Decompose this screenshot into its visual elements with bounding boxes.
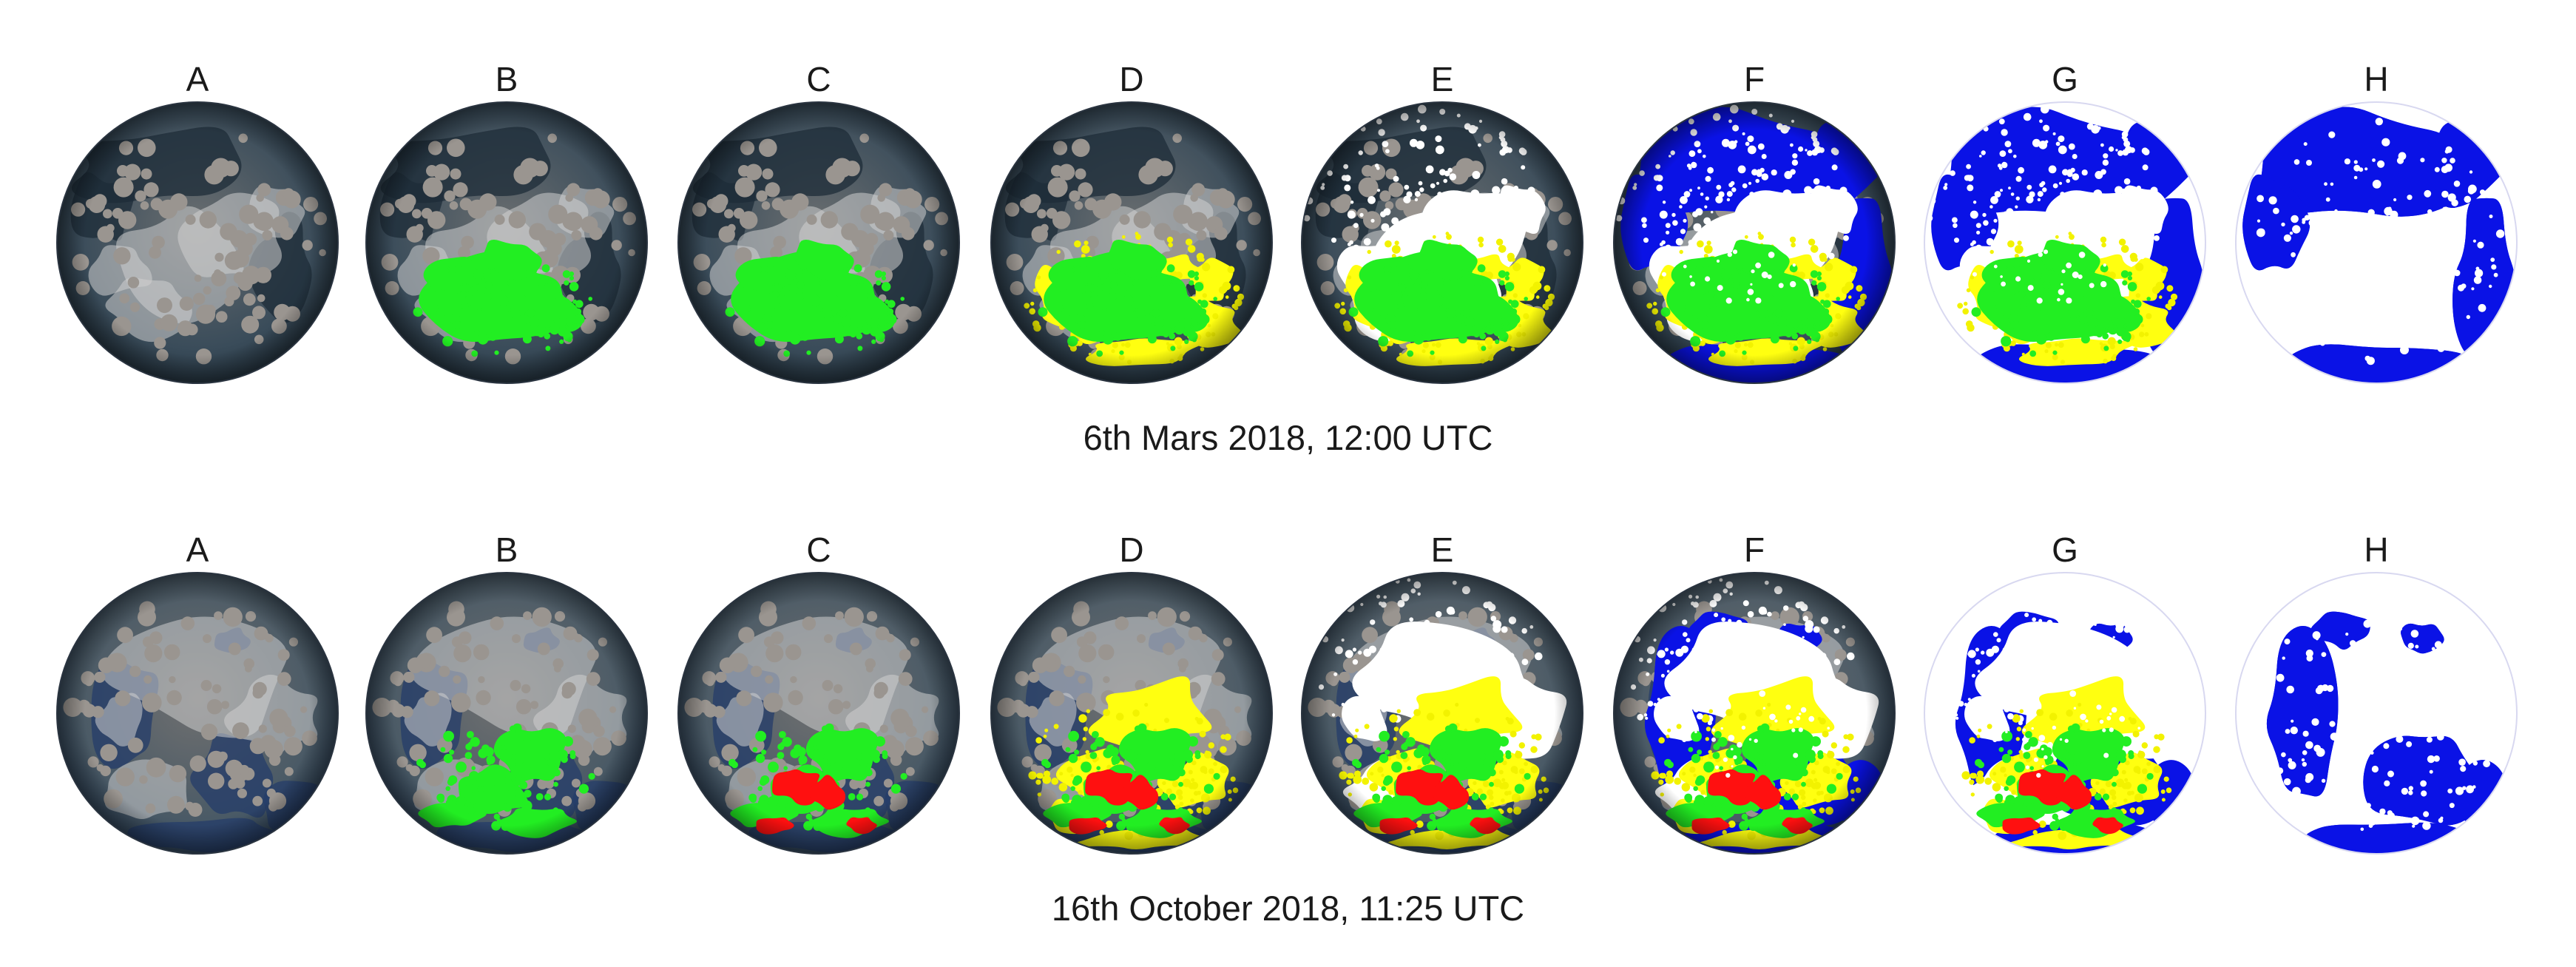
sky-image xyxy=(1299,570,1586,857)
panel-label: E xyxy=(1430,60,1454,98)
sky-image xyxy=(988,570,1275,857)
sky-image xyxy=(1611,99,1898,386)
sky-image xyxy=(363,570,650,857)
sky-image xyxy=(675,570,962,857)
sky-image xyxy=(675,99,962,386)
panel-label: H xyxy=(2364,60,2389,98)
panel-label: B xyxy=(495,60,518,98)
panel-label: G xyxy=(2052,530,2078,569)
row-caption: 6th Mars 2018, 12:00 UTC xyxy=(1083,418,1493,457)
panel-label: C xyxy=(806,530,831,569)
sky-image xyxy=(1921,99,2208,386)
sky-image xyxy=(2233,570,2520,857)
sky-image xyxy=(54,570,341,857)
sky-image xyxy=(2233,99,2520,386)
figure-row-2: A B C D E F G H 16th October 2018, 11:25… xyxy=(0,481,2576,967)
row-caption: 16th October 2018, 11:25 UTC xyxy=(1051,889,1525,928)
sky-image xyxy=(1299,99,1586,386)
figure-row-1: A B C D E F G H 6th Mars 2018, 12:00 UTC xyxy=(0,0,2576,481)
sky-image xyxy=(1921,570,2208,857)
panel-label: D xyxy=(1119,60,1144,98)
panel-label: H xyxy=(2364,530,2389,569)
panel-label: A xyxy=(186,530,209,569)
panel-label: D xyxy=(1119,530,1144,569)
sky-image xyxy=(988,99,1275,386)
panel-label: C xyxy=(806,60,831,98)
panel-label: F xyxy=(1743,60,1765,98)
panel-label: F xyxy=(1743,530,1765,569)
panel-label: E xyxy=(1430,530,1454,569)
sky-image xyxy=(1611,570,1898,857)
panel-label: A xyxy=(186,60,209,98)
panel-label: G xyxy=(2052,60,2078,98)
panel-label: B xyxy=(495,530,518,569)
sky-image xyxy=(54,99,341,386)
sky-image xyxy=(363,99,650,386)
